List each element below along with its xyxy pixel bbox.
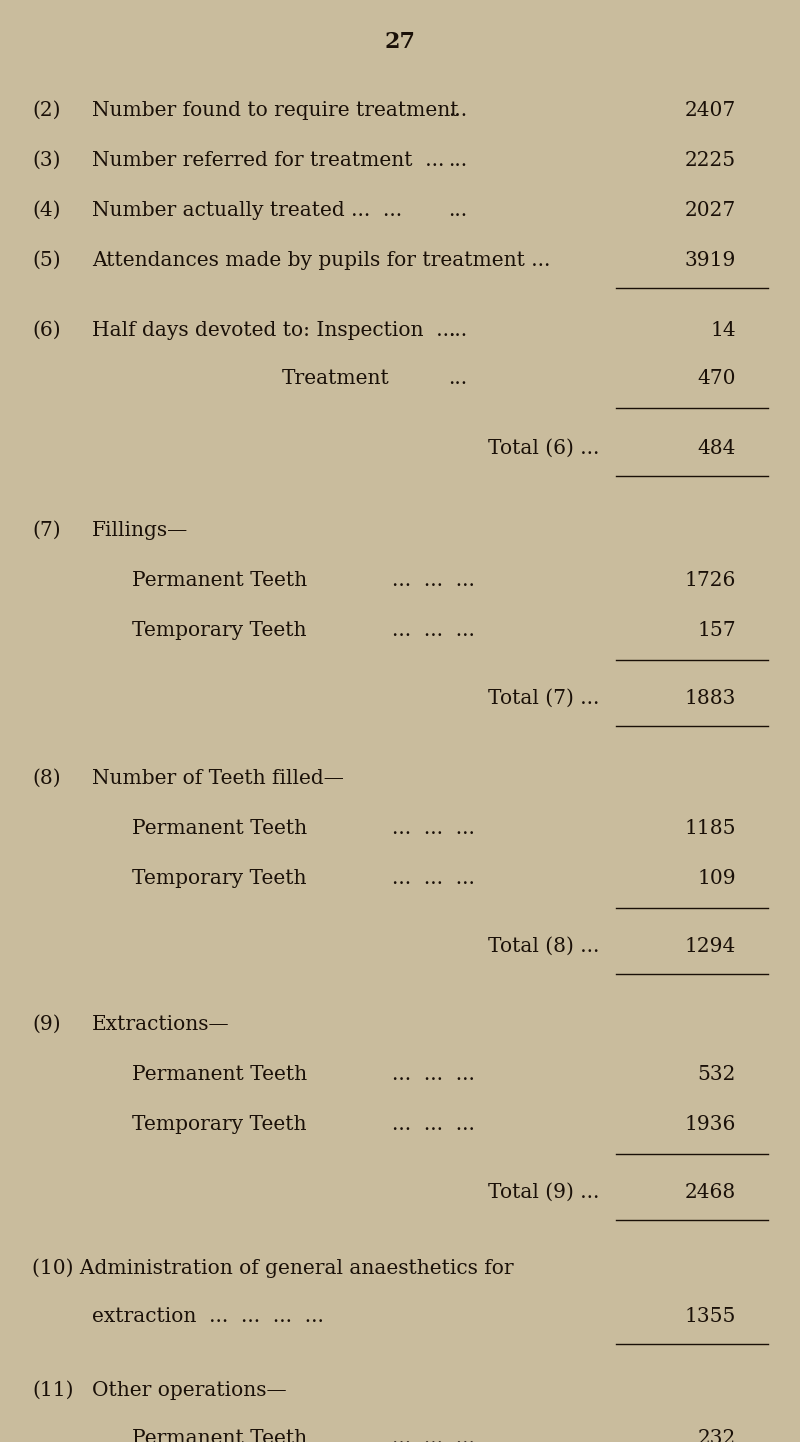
Text: ...: ... <box>448 369 467 388</box>
Text: Other operations—: Other operations— <box>92 1380 286 1400</box>
Text: Permanent Teeth: Permanent Teeth <box>132 819 307 838</box>
Text: ...  ...  ...: ... ... ... <box>392 620 475 639</box>
Text: 1883: 1883 <box>685 688 736 708</box>
Text: (11): (11) <box>32 1380 74 1400</box>
Text: Total (6) ...: Total (6) ... <box>488 438 599 457</box>
Text: 27: 27 <box>385 30 415 53</box>
Text: 470: 470 <box>698 369 736 388</box>
Text: Treatment: Treatment <box>282 369 390 388</box>
Text: Permanent Teeth: Permanent Teeth <box>132 571 307 590</box>
Text: ...  ...  ...: ... ... ... <box>392 868 475 887</box>
Text: Number actually treated ...  ...: Number actually treated ... ... <box>92 200 402 219</box>
Text: Temporary Teeth: Temporary Teeth <box>132 1115 306 1133</box>
Text: (6): (6) <box>32 320 61 339</box>
Text: 2468: 2468 <box>685 1182 736 1201</box>
Text: Extractions—: Extractions— <box>92 1015 230 1034</box>
Text: 232: 232 <box>698 1429 736 1442</box>
Text: 2225: 2225 <box>685 150 736 170</box>
Text: 1726: 1726 <box>685 571 736 590</box>
Text: Half days devoted to: Inspection  ...: Half days devoted to: Inspection ... <box>92 320 455 339</box>
Text: 2027: 2027 <box>685 200 736 219</box>
Text: ...: ... <box>448 320 467 339</box>
Text: (5): (5) <box>32 251 61 270</box>
Text: ...: ... <box>448 200 467 219</box>
Text: Number referred for treatment  ...: Number referred for treatment ... <box>92 150 444 170</box>
Text: Total (7) ...: Total (7) ... <box>488 688 599 708</box>
Text: Fillings—: Fillings— <box>92 521 188 539</box>
Text: 1294: 1294 <box>685 936 736 956</box>
Text: ...  ...  ...: ... ... ... <box>392 1064 475 1083</box>
Text: (7): (7) <box>32 521 61 539</box>
Text: Number of Teeth filled—: Number of Teeth filled— <box>92 769 344 787</box>
Text: 1936: 1936 <box>685 1115 736 1133</box>
Text: Temporary Teeth: Temporary Teeth <box>132 620 306 639</box>
Text: 2407: 2407 <box>685 101 736 120</box>
Text: Total (8) ...: Total (8) ... <box>488 936 599 956</box>
Text: 3919: 3919 <box>685 251 736 270</box>
Text: ...  ...  ...: ... ... ... <box>392 571 475 590</box>
Text: 1355: 1355 <box>685 1306 736 1325</box>
Text: (3): (3) <box>32 150 61 170</box>
Text: ...: ... <box>448 150 467 170</box>
Text: Total (9) ...: Total (9) ... <box>488 1182 599 1201</box>
Text: (10) Administration of general anaesthetics for: (10) Administration of general anaesthet… <box>32 1259 514 1278</box>
Text: 14: 14 <box>710 320 736 339</box>
Text: 532: 532 <box>698 1064 736 1083</box>
Text: Permanent Teeth: Permanent Teeth <box>132 1064 307 1083</box>
Text: ...  ...  ...: ... ... ... <box>392 819 475 838</box>
Text: 157: 157 <box>698 620 736 639</box>
Text: ...  ...  ...: ... ... ... <box>392 1115 475 1133</box>
Text: (4): (4) <box>32 200 61 219</box>
Text: ...: ... <box>448 101 467 120</box>
Text: 484: 484 <box>698 438 736 457</box>
Text: Number found to require treatment: Number found to require treatment <box>92 101 458 120</box>
Text: 109: 109 <box>698 868 736 887</box>
Text: Permanent Teeth: Permanent Teeth <box>132 1429 307 1442</box>
Text: (9): (9) <box>32 1015 61 1034</box>
Text: Temporary Teeth: Temporary Teeth <box>132 868 306 887</box>
Text: Attendances made by pupils for treatment ...: Attendances made by pupils for treatment… <box>92 251 550 270</box>
Text: (8): (8) <box>32 769 61 787</box>
Text: (2): (2) <box>32 101 61 120</box>
Text: ...  ...  ...: ... ... ... <box>392 1429 475 1442</box>
Text: extraction  ...  ...  ...  ...: extraction ... ... ... ... <box>92 1306 324 1325</box>
Text: 1185: 1185 <box>685 819 736 838</box>
